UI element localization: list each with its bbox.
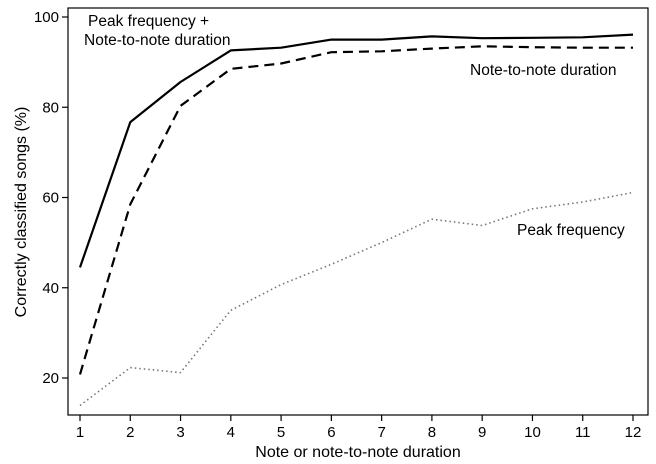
x-tick-label: 3 (176, 424, 184, 441)
x-tick-label: 7 (377, 424, 385, 441)
x-axis: 1 2 3 4 5 6 7 8 9 10 11 12 (76, 415, 642, 441)
series-label-peak-frequency: Peak frequency (517, 222, 625, 239)
x-tick-label: 1 (76, 424, 84, 441)
y-tick-label: 20 (42, 370, 59, 387)
x-tick-label: 8 (428, 424, 436, 441)
plot-frame (67, 7, 649, 416)
series-line-peak-frequency (79, 191, 634, 407)
x-tick-label: 9 (478, 424, 486, 441)
x-tick-label: 10 (524, 424, 541, 441)
y-tick-label: 80 (42, 99, 59, 116)
y-tick-label: 40 (42, 280, 59, 297)
x-tick-label: 2 (126, 424, 134, 441)
series-label-combined-line-1: Peak frequency + (88, 13, 209, 30)
y-axis: 20 40 60 80 100 (34, 9, 68, 387)
x-tick-label: 12 (625, 424, 642, 441)
y-tick-label: 100 (34, 9, 59, 26)
x-axis-title: Note or note-to-note duration (255, 444, 460, 461)
y-axis-title: Correctly classified songs (%) (13, 107, 30, 318)
series-label-note-to-note: Note-to-note duration (470, 62, 616, 79)
x-tick-label: 5 (277, 424, 285, 441)
series-label-combined-line-2: Note-to-note duration (84, 32, 230, 49)
series-lines (78, 33, 634, 407)
series-line-combined (78, 33, 634, 268)
x-tick-label: 11 (575, 424, 591, 441)
y-tick-label: 60 (42, 190, 59, 207)
x-tick-label: 6 (327, 424, 335, 441)
series-line-note-to-note (78, 45, 633, 375)
x-tick-label: 4 (227, 424, 235, 441)
